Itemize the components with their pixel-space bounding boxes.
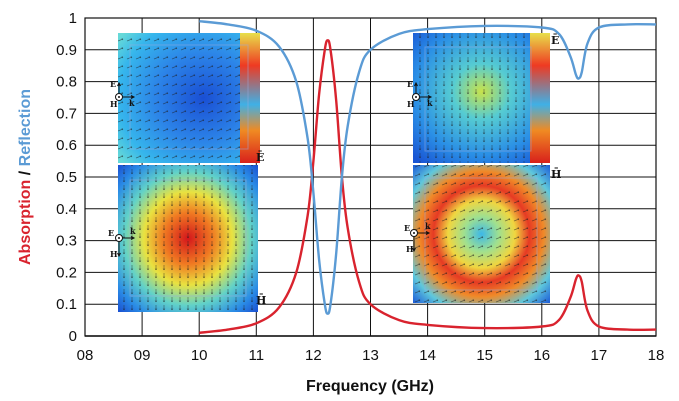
y-tick-label: 0.9 [56,42,77,59]
x-axis-title: Frequency (GHz) [306,378,434,395]
k-label: k [427,98,433,108]
absorption-line [199,39,657,334]
x-tick-label: 17 [591,347,608,364]
x-tick-label: 08 [77,347,94,364]
y-axis-title-absorption: Absorption [17,180,34,265]
polarization-icon: E H k [108,226,136,259]
inset-field-map-bottom-right [413,165,550,303]
e-label: E [404,223,410,233]
y-tick-label: 0.3 [56,233,77,250]
x-tick-label: 13 [362,347,379,364]
h-label: H [110,99,118,109]
y-axis-title-reflection: Reflection [17,89,34,166]
e-label: E [110,79,116,89]
e-vector-label: Ē [256,151,264,164]
h-label: H [406,244,414,254]
h-label: H [110,249,118,259]
x-tick-label: 18 [648,347,665,364]
x-axis-ticks: 08 09 10 11 12 13 14 15 16 17 18 [77,347,665,364]
e-label: E [108,228,114,238]
x-tick-label: 15 [476,347,493,364]
inset-field-map-top-left [118,33,260,163]
y-tick-label: 0.1 [56,296,77,313]
reflection-line [199,20,657,315]
series-layer [199,20,657,334]
x-tick-label: 12 [305,347,322,364]
y-tick-label: 0.5 [56,169,77,186]
y-axis-title-separator: / [17,166,34,179]
y-axis-ticks: 0 0.1 0.2 0.3 0.4 0.5 0.6 0.7 0.8 0.9 1 [56,10,77,345]
y-tick-label: 1 [69,10,77,27]
x-tick-label: 11 [249,347,265,364]
x-tick-label: 10 [191,347,208,364]
e-vector-label: Ē [551,34,559,47]
y-tick-label: 0.2 [56,264,77,281]
inset-field-map-top-right [413,33,550,163]
h-vector-label: H̄ [551,167,561,181]
y-tick-label: 0.8 [56,74,77,91]
k-label: k [130,226,136,236]
k-label: k [425,221,431,231]
polarization-icon: E H k [110,79,136,109]
h-vector-label: H̄ [256,293,266,307]
k-label: k [129,98,135,108]
inset-field-map-bottom-left [118,165,258,312]
polarization-icon: E H k [404,221,431,254]
h-label: H [407,99,415,109]
x-tick-label: 14 [419,347,436,364]
y-tick-label: 0 [69,328,77,345]
y-tick-label: 0.7 [56,105,77,122]
e-label: E [407,79,413,89]
y-axis-title: Absorption / Reflection [17,89,34,265]
y-tick-label: 0.6 [56,137,77,154]
x-tick-label: 09 [134,347,151,364]
y-tick-label: 0.4 [56,201,77,218]
polarization-icon: E H k [407,79,433,109]
x-tick-label: 16 [533,347,550,364]
